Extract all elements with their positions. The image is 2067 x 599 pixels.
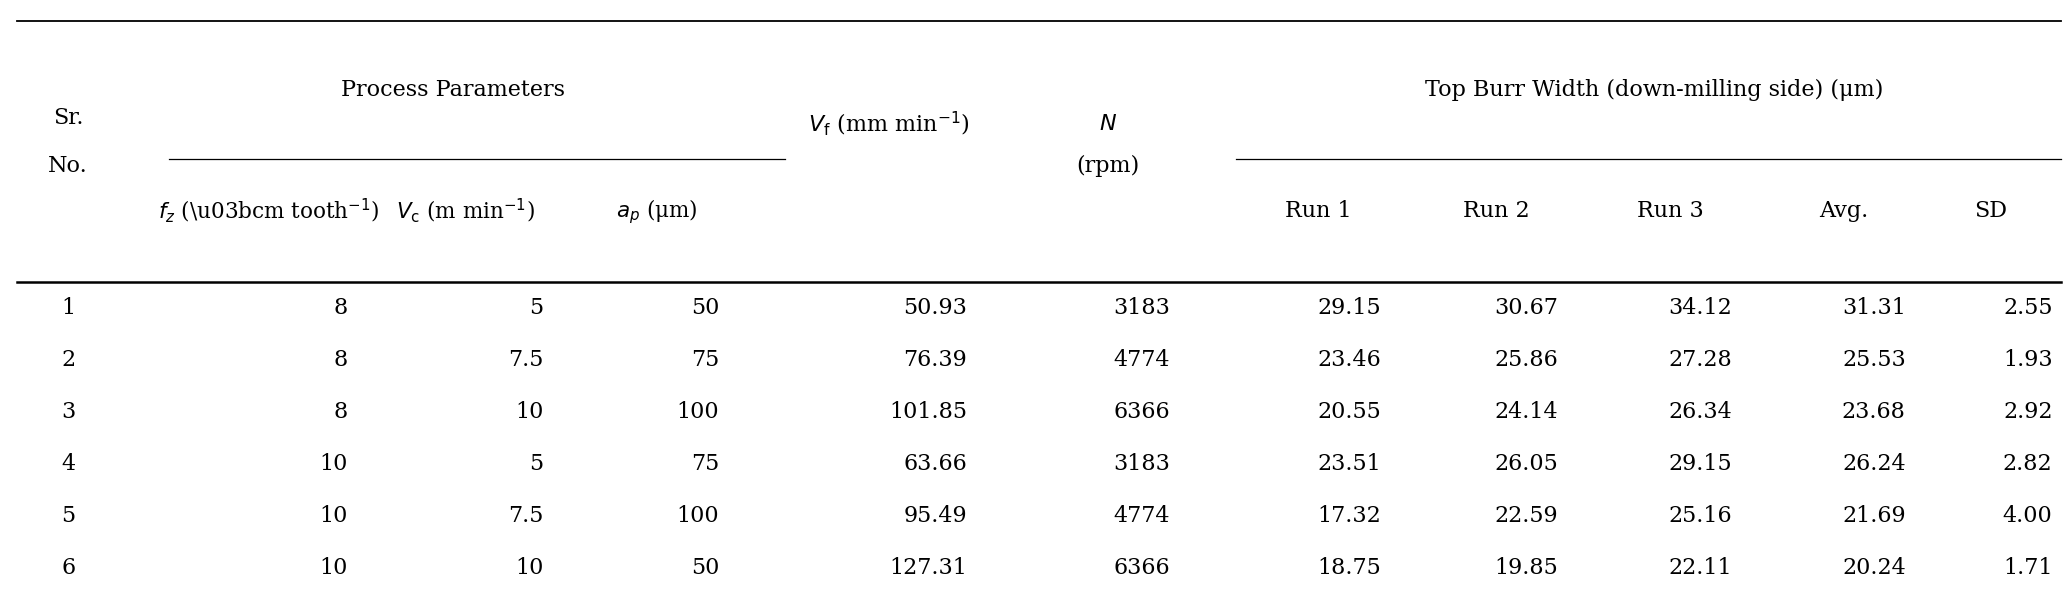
Text: 4774: 4774: [1114, 349, 1170, 371]
Text: 2: 2: [62, 349, 74, 371]
Text: 31.31: 31.31: [1842, 297, 1906, 319]
Text: 10: 10: [318, 557, 347, 579]
Text: 22.59: 22.59: [1494, 505, 1559, 527]
Text: 24.14: 24.14: [1494, 401, 1559, 423]
Text: 1.71: 1.71: [2003, 557, 2053, 579]
Text: 95.49: 95.49: [903, 505, 967, 527]
Text: 100: 100: [676, 401, 719, 423]
Text: 6: 6: [62, 557, 74, 579]
Text: Run 2: Run 2: [1463, 200, 1530, 222]
Text: 26.34: 26.34: [1668, 401, 1732, 423]
Text: 63.66: 63.66: [903, 453, 967, 475]
Text: 7.5: 7.5: [508, 349, 544, 371]
Text: 4.00: 4.00: [2003, 505, 2053, 527]
Text: 75: 75: [690, 453, 719, 475]
Text: 127.31: 127.31: [889, 557, 967, 579]
Text: 25.16: 25.16: [1668, 505, 1732, 527]
Text: 50: 50: [690, 557, 719, 579]
Text: $f_z$ (\u03bcm tooth$^{-1}$): $f_z$ (\u03bcm tooth$^{-1}$): [157, 197, 380, 225]
Text: 8: 8: [333, 401, 347, 423]
Text: 76.39: 76.39: [903, 349, 967, 371]
Text: 27.28: 27.28: [1668, 349, 1732, 371]
Text: No.: No.: [48, 155, 89, 177]
Text: 20.55: 20.55: [1317, 401, 1381, 423]
Text: $N$: $N$: [1100, 113, 1116, 135]
Text: 3183: 3183: [1112, 297, 1170, 319]
Text: 10: 10: [515, 401, 544, 423]
Text: 50.93: 50.93: [903, 297, 967, 319]
Text: 19.85: 19.85: [1494, 557, 1559, 579]
Text: 23.51: 23.51: [1317, 453, 1381, 475]
Text: 6366: 6366: [1114, 557, 1170, 579]
Text: 25.53: 25.53: [1842, 349, 1906, 371]
Text: 10: 10: [318, 453, 347, 475]
Text: Process Parameters: Process Parameters: [341, 79, 564, 101]
Text: 18.75: 18.75: [1317, 557, 1381, 579]
Text: 30.67: 30.67: [1494, 297, 1559, 319]
Text: 10: 10: [515, 557, 544, 579]
Text: $V_\mathrm{c}$ (m min$^{-1}$): $V_\mathrm{c}$ (m min$^{-1}$): [395, 197, 535, 225]
Text: 17.32: 17.32: [1317, 505, 1381, 527]
Text: 3183: 3183: [1112, 453, 1170, 475]
Text: 21.69: 21.69: [1842, 505, 1906, 527]
Text: 26.05: 26.05: [1494, 453, 1559, 475]
Text: 2.55: 2.55: [2003, 297, 2053, 319]
Text: Top Burr Width (down-milling side) (μm): Top Burr Width (down-milling side) (μm): [1426, 79, 1883, 101]
Text: 22.11: 22.11: [1668, 557, 1732, 579]
Text: 4774: 4774: [1114, 505, 1170, 527]
Text: 25.86: 25.86: [1494, 349, 1559, 371]
Text: 1: 1: [62, 297, 74, 319]
Text: Run 1: Run 1: [1286, 200, 1352, 222]
Text: 2.92: 2.92: [2003, 401, 2053, 423]
Text: 5: 5: [529, 453, 544, 475]
Text: $a_p$ (μm): $a_p$ (μm): [616, 196, 699, 226]
Text: 2.82: 2.82: [2003, 453, 2053, 475]
Text: 4: 4: [62, 453, 74, 475]
Text: 5: 5: [529, 297, 544, 319]
Text: 10: 10: [318, 505, 347, 527]
Text: 34.12: 34.12: [1668, 297, 1732, 319]
Text: 1.93: 1.93: [2003, 349, 2053, 371]
Text: 5: 5: [62, 505, 74, 527]
Text: Sr.: Sr.: [54, 107, 83, 129]
Text: 6366: 6366: [1114, 401, 1170, 423]
Text: 20.24: 20.24: [1842, 557, 1906, 579]
Text: 29.15: 29.15: [1668, 453, 1732, 475]
Text: 3: 3: [62, 401, 74, 423]
Text: $V_\mathrm{f}$ (mm min$^{-1}$): $V_\mathrm{f}$ (mm min$^{-1}$): [808, 110, 969, 138]
Text: 75: 75: [690, 349, 719, 371]
Text: 50: 50: [690, 297, 719, 319]
Text: Run 3: Run 3: [1637, 200, 1703, 222]
Text: 101.85: 101.85: [889, 401, 967, 423]
Text: 100: 100: [676, 505, 719, 527]
Text: 7.5: 7.5: [508, 505, 544, 527]
Text: Avg.: Avg.: [1819, 200, 1869, 222]
Text: 23.68: 23.68: [1842, 401, 1906, 423]
Text: (rpm): (rpm): [1077, 155, 1139, 177]
Text: 8: 8: [333, 349, 347, 371]
Text: 8: 8: [333, 297, 347, 319]
Text: SD: SD: [1974, 200, 2007, 222]
Text: 26.24: 26.24: [1842, 453, 1906, 475]
Text: 29.15: 29.15: [1317, 297, 1381, 319]
Text: 23.46: 23.46: [1317, 349, 1381, 371]
